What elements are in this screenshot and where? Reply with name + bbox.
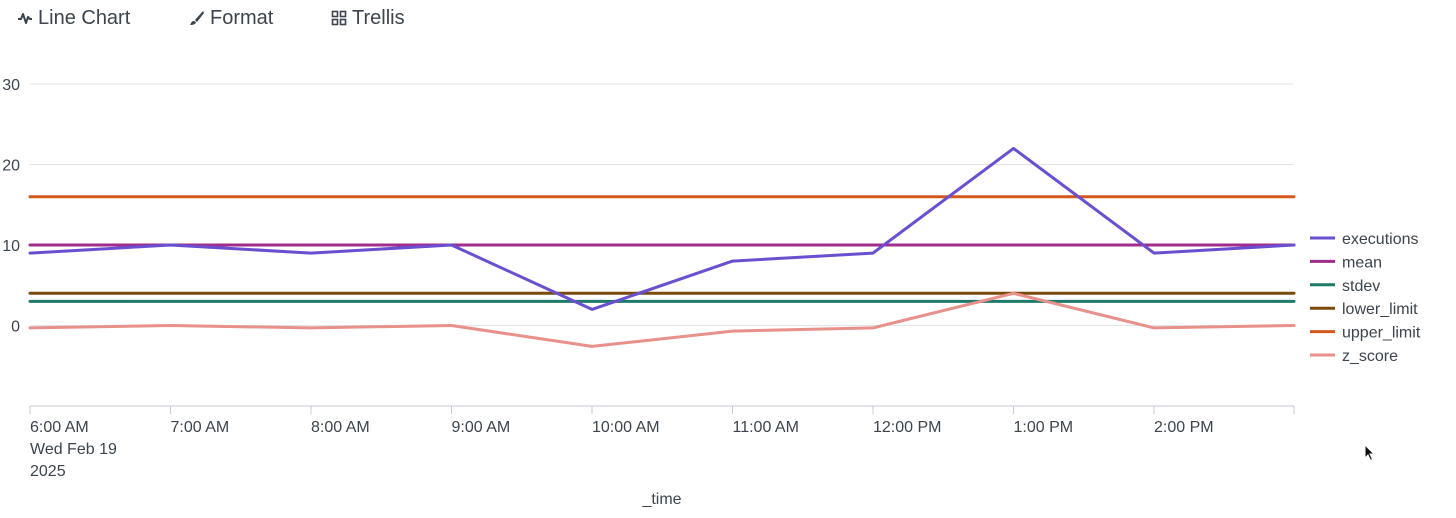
legend-label: upper_limit xyxy=(1342,325,1421,342)
legend-label: mean xyxy=(1342,254,1382,271)
y-tick-label: 30 xyxy=(2,77,20,94)
legend-label: stdev xyxy=(1342,278,1380,295)
legend: executions mean stdev lower_limit upper_limi… xyxy=(1310,231,1421,365)
x-tick-label: 12:00 PM xyxy=(873,419,941,436)
x-tick-label: 1:00 PM xyxy=(1014,419,1074,436)
series-line-z-score[interactable] xyxy=(28,291,1296,348)
y-tick-label: 20 xyxy=(2,158,20,175)
legend-item-lower-limit[interactable]: lower_limit xyxy=(1310,301,1418,318)
mouse-cursor-icon xyxy=(1364,444,1376,462)
x-tick-label: 7:00 AM xyxy=(171,419,230,436)
line-chart-icon xyxy=(16,9,34,27)
legend-item-upper-limit[interactable]: upper_limit xyxy=(1310,325,1421,342)
x-date-line-2: 2025 xyxy=(30,463,66,480)
trellis-label: Trellis xyxy=(352,6,405,29)
x-tick-label: 10:00 AM xyxy=(592,419,660,436)
y-axis: 0 10 20 30 xyxy=(2,77,20,336)
legend-item-mean[interactable]: mean xyxy=(1310,254,1382,271)
x-axis: _time Wed Feb 19 2025 6:00 AM 7:00 AM 8:00… xyxy=(29,405,1295,508)
line-chart-label: Line Chart xyxy=(38,6,131,29)
format-button[interactable]: Format xyxy=(188,6,273,30)
legend-label: lower_limit xyxy=(1342,301,1418,318)
grid-lines xyxy=(30,83,1294,326)
x-tick-label: 9:00 AM xyxy=(452,419,511,436)
trellis-button[interactable]: Trellis xyxy=(330,6,405,30)
series-lines xyxy=(28,146,1296,348)
brush-icon xyxy=(188,9,206,27)
x-tick-label: 11:00 AM xyxy=(733,419,799,436)
x-axis-title: _time xyxy=(641,491,681,508)
x-tick-label: 8:00 AM xyxy=(311,419,370,436)
legend-label: z_score xyxy=(1342,348,1398,365)
x-tick-label: 6:00 AM xyxy=(30,419,89,436)
y-tick-label: 10 xyxy=(2,238,20,255)
series-line-executions[interactable] xyxy=(28,146,1296,311)
line-chart-button[interactable]: Line Chart xyxy=(16,6,130,30)
legend-label: executions xyxy=(1342,231,1419,248)
legend-item-executions[interactable]: executions xyxy=(1310,231,1419,248)
x-date-line-1: Wed Feb 19 xyxy=(30,441,117,458)
format-label: Format xyxy=(210,6,274,29)
x-tick-label: 2:00 PM xyxy=(1154,419,1214,436)
chart-toolbar: Line Chart Format Trellis xyxy=(0,0,1456,36)
y-tick-label: 0 xyxy=(11,319,20,336)
legend-item-stdev[interactable]: stdev xyxy=(1310,278,1380,295)
grid-icon xyxy=(330,9,348,27)
legend-item-z-score[interactable]: z_score xyxy=(1310,348,1398,365)
